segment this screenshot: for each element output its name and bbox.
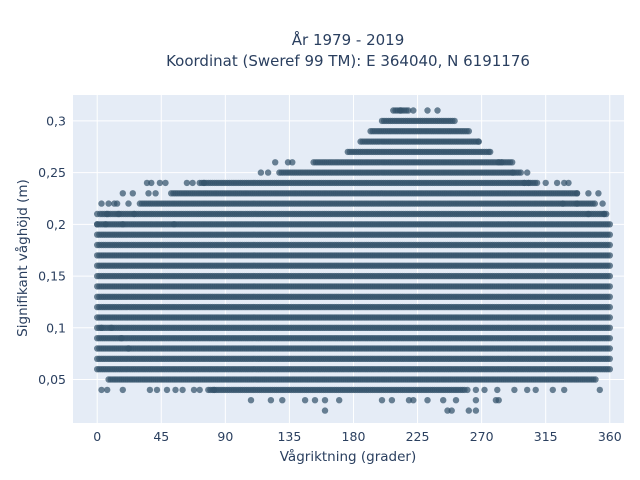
data-point [606, 241, 613, 249]
plot-area [73, 95, 624, 423]
data-point [606, 335, 613, 342]
data-point [606, 283, 613, 290]
data-point [591, 200, 598, 207]
data-point [606, 366, 613, 373]
data-point [517, 169, 524, 176]
data-point [405, 107, 412, 114]
data-point [606, 262, 613, 269]
data-point [606, 303, 613, 311]
data-point [606, 231, 613, 238]
data-point [606, 252, 613, 259]
data-point [606, 221, 613, 228]
data-point [606, 324, 613, 331]
data-point [533, 179, 541, 187]
data-point [509, 159, 516, 166]
data-points [94, 107, 613, 414]
data-point [606, 314, 613, 321]
data-point [606, 345, 613, 352]
data-point [606, 355, 613, 362]
data-point [606, 272, 613, 280]
data-point [606, 293, 613, 300]
data-point [465, 128, 472, 135]
data-point [451, 117, 458, 125]
